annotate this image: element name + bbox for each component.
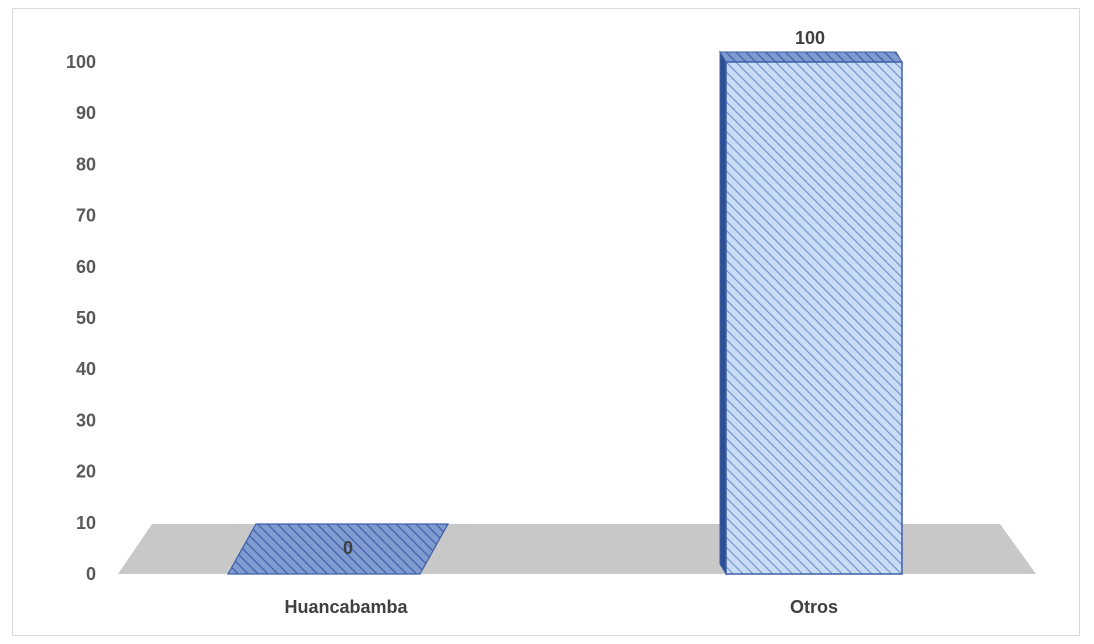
y-tick-label: 100 — [66, 52, 96, 72]
bar-huancabamba — [226, 523, 450, 575]
y-tick-label: 80 — [76, 154, 96, 174]
bar-front-face — [725, 61, 903, 575]
bar-otros — [719, 50, 903, 576]
y-tick-label: 60 — [76, 257, 96, 277]
y-tick-label: 0 — [86, 564, 96, 584]
y-tick-label: 40 — [76, 359, 96, 379]
y-tick-label: 10 — [76, 513, 96, 533]
bar-top-face — [719, 51, 903, 63]
x-category-label: Otros — [790, 597, 838, 617]
bar-side-face — [719, 50, 727, 576]
data-label: 100 — [795, 28, 825, 48]
y-tick-label: 70 — [76, 206, 96, 226]
y-tick-label: 50 — [76, 308, 96, 328]
y-tick-label: 30 — [76, 410, 96, 430]
bar-flat-face — [226, 523, 450, 575]
y-tick-label: 20 — [76, 462, 96, 482]
x-category-label: Huancabamba — [284, 597, 408, 617]
data-label: 0 — [343, 538, 353, 558]
y-tick-label: 90 — [76, 103, 96, 123]
